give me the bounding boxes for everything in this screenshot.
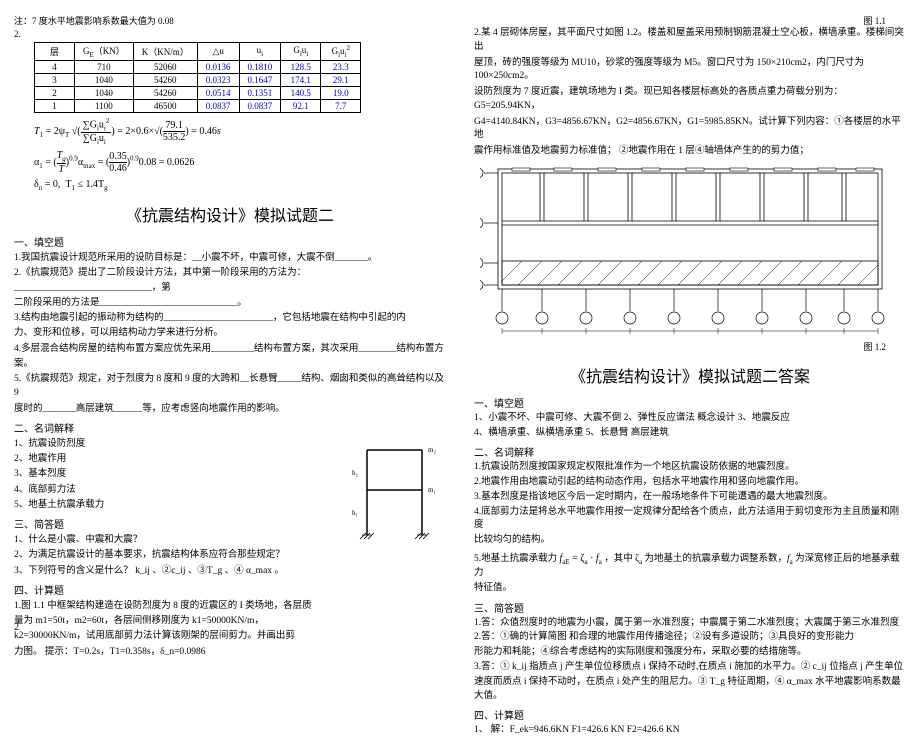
section-fill: 一、填空题 bbox=[14, 234, 446, 249]
ans-noun-item: 比较均匀的结构。 bbox=[474, 534, 906, 548]
fill-item: 4.多层混合结构房屋的结构布置方案应优先采用_________结构布置方案，其次… bbox=[14, 342, 446, 356]
section-noun: 二、名词解释 bbox=[14, 420, 446, 435]
calc-item: 1.图 1.1 中框架结构建造在设防烈度为 8 度的近震区的 I 类场地，各层质 bbox=[14, 599, 334, 613]
ans-short-item: 形能力和耗能；④综合考虑结构的实际刚度和强度分布，采取必要的结措施等。 bbox=[474, 646, 906, 660]
problem-para-4: G4=4140.84KN，G3=4856.67KN，G2=4856.67KN，G… bbox=[474, 116, 906, 144]
note-line: 注：7 度水平地震影响系数最大值为 0.08 bbox=[14, 14, 446, 27]
table-header: 层 bbox=[35, 43, 75, 61]
table-cell: 1040 bbox=[75, 73, 134, 86]
ans-noun-item: 1.抗震设防烈度按国家规定权限批准作为一个地区抗震设防依据的地震烈度。 bbox=[474, 461, 906, 475]
problem-para-2: 屋顶，砖的强度等级为 MU10，砂浆的强度等级为 M5。窗口尺寸为 150×21… bbox=[474, 57, 906, 85]
table-cell: 46500 bbox=[133, 99, 197, 112]
table-row: 21040542600.05140.1351140.519.0 bbox=[35, 86, 361, 99]
ans-formula-5: 5.地基土抗震承载力 faE = ζa · fa ，其中 ζa 为地基土的抗震承… bbox=[474, 552, 906, 581]
fill-item: 1.我国抗震设计规范所采用的设防目标是：__小震不坏，中震可修，大震不倒____… bbox=[14, 251, 446, 265]
problem-para-5: 震作用标准值及地震剪力标准值； ②地震作用在 1 层④轴墙体产生的的剪力值； bbox=[474, 145, 906, 159]
fill-item: 度时的_______高层建筑______等，应考虑竖向地震作用的影响。 bbox=[14, 402, 446, 416]
svg-text:m₂: m₂ bbox=[428, 446, 436, 454]
exam-title-2: 《抗震结构设计》模拟试题二 bbox=[14, 202, 446, 226]
ans-short-item: 速度而质点 i 保持不动时，在质点 i 处产生的阻尼力。③ T_g 特征周期，④… bbox=[474, 676, 906, 704]
table-cell: 128.5 bbox=[281, 60, 321, 73]
calc-item: 力图。 提示：T=0.2s，T1=0.358s，δ_n=0.0986 bbox=[14, 645, 334, 659]
table-cell: 1100 bbox=[75, 99, 134, 112]
table-row: 31040542600.03230.1647174.129.1 bbox=[35, 73, 361, 86]
table-cell: 0.1810 bbox=[239, 60, 281, 73]
formula-a1: α1 = (TgT)0.9αmax = (0.350.46)0.90.08 = … bbox=[34, 150, 446, 175]
table-header: ui bbox=[239, 43, 281, 61]
table-cell: 54260 bbox=[133, 86, 197, 99]
ans-short-item: 3.答：① k_ij 指质点 j 产生单位位移质点 i 保持不动时,在质点 i … bbox=[474, 661, 906, 675]
ans-noun-head: 二、名词解释 bbox=[474, 444, 906, 459]
page-number: 2 bbox=[14, 622, 19, 633]
table-cell: 23.3 bbox=[321, 60, 361, 73]
table-cell: 710 bbox=[75, 60, 134, 73]
fill-item: 二阶段采用的方法是_____________________________。 bbox=[14, 296, 446, 310]
table-cell: 52060 bbox=[133, 60, 197, 73]
table-cell: 0.1647 bbox=[239, 73, 281, 86]
ans-noun-item: 3.基本烈度是指该地区今后一定时期内，在一般场地条件下可能遭遇的最大地震烈度。 bbox=[474, 491, 906, 505]
short-item: 3、下列符号的含义是什么？ k_ij 、②c_ij 、③T_g 、④ α_max… bbox=[14, 564, 446, 578]
table-cell: 3 bbox=[35, 73, 75, 86]
table-header: GE（KN） bbox=[75, 43, 134, 61]
data-table: 层GE（KN）K（KN/m）△uuiGiuiGiui2 4710520600.0… bbox=[34, 42, 361, 113]
table-cell: 0.0837 bbox=[197, 99, 239, 112]
table-cell: 140.5 bbox=[281, 86, 321, 99]
fig-1-1-label: 图 1.1 bbox=[474, 14, 886, 27]
table-row: 11100465000.08370.083792.17.7 bbox=[35, 99, 361, 112]
short-item: 2、为满足抗震设计的基本要求，抗震结构体系应符合那些规定？ bbox=[14, 548, 446, 562]
answer-title: 《抗震结构设计》模拟试题二答案 bbox=[474, 363, 906, 387]
table-cell: 0.1351 bbox=[239, 86, 281, 99]
formula-t1: T1 = 2ψT √(∑Giui2∑Giui) = 2×0.6×√(79.153… bbox=[34, 117, 446, 146]
section-calc: 四、计算题 bbox=[14, 582, 446, 597]
ans-calc-line: 1、 解：F_ek=946.6KN F1=426.6 KN F2=426.6 K… bbox=[474, 724, 906, 738]
fill-item: 3.结构由地震引起的振动称为结构的_______________________… bbox=[14, 311, 446, 325]
calc-item: 量为 m1=50t，m2=60t，各层间侧移刚度为 k1=50000KN/m， bbox=[14, 614, 334, 628]
ans-formula-5b: 特征值。 bbox=[474, 582, 906, 596]
ans-fill-item: 1、小震不坏、中震可修、大震不倒 2、弹性反应谱法 概念设计 3、地震反应 bbox=[474, 412, 906, 426]
frame-figure: h₂ h₁ m₂ m₁ bbox=[352, 440, 442, 540]
table-cell: 29.1 bbox=[321, 73, 361, 86]
fill-item: 5.《抗震规范》规定，对于烈度为 8 度和 9 度的大跨和__长悬臂_____结… bbox=[14, 372, 446, 401]
table-header: K（KN/m） bbox=[133, 43, 197, 61]
table-cell: 0.0837 bbox=[239, 99, 281, 112]
ans-noun-item: 2.地震作用由地震动引起的结构动态作用，包括水平地震作用和竖向地震作用。 bbox=[474, 476, 906, 490]
ans-short-head: 三、简答题 bbox=[474, 600, 906, 615]
building-plan-figure bbox=[480, 163, 900, 338]
problem-para-1: 2.某 4 层砌体房屋，其平面尺寸如图 1.2。楼盖和屋盖采用预制钢筋混凝土空心… bbox=[474, 27, 906, 55]
table-cell: 1040 bbox=[75, 86, 134, 99]
table-cell: 92.1 bbox=[281, 99, 321, 112]
ans-fill-head: 一、填空题 bbox=[474, 395, 906, 410]
table-header: Giui2 bbox=[321, 43, 361, 61]
table-row: 4710520600.01360.1810128.523.3 bbox=[35, 60, 361, 73]
table-header: Giui bbox=[281, 43, 321, 61]
table-cell: 7.7 bbox=[321, 99, 361, 112]
table-cell: 0.0136 bbox=[197, 60, 239, 73]
ans-short-item: 1.答：众值烈度时的地震为小震，属于第一水准烈度；中震属于第二水准烈度；大震属于… bbox=[474, 617, 906, 631]
ans-noun-item: 4.底部剪力法是将总水平地震作用按一定规律分配给各个质点，此方法适用于剪切变形为… bbox=[474, 506, 906, 534]
svg-text:h₁: h₁ bbox=[352, 509, 358, 517]
table-cell: 174.1 bbox=[281, 73, 321, 86]
table-header: △u bbox=[197, 43, 239, 61]
table-cell: 0.0323 bbox=[197, 73, 239, 86]
table-cell: 54260 bbox=[133, 73, 197, 86]
svg-text:m₁: m₁ bbox=[428, 486, 436, 494]
q-number-2: 2. bbox=[14, 29, 446, 39]
fill-item: 案。 bbox=[14, 357, 446, 371]
fill-item: 2.《抗震规范》提出了二阶段设计方法，其中第一阶段采用的方法为：________… bbox=[14, 266, 446, 295]
ans-short-item: 2.答：①确的计算简图 和合理的地震作用传播途径；②设有多道设防；③具良好的变形… bbox=[474, 631, 906, 645]
ans-fill-item: 4、横墙承重、纵横墙承重 5、长悬臂 高层建筑 bbox=[474, 427, 906, 441]
table-cell: 19.0 bbox=[321, 86, 361, 99]
formula-delta: δn = 0, T1 ≤ 1.4Tg bbox=[34, 179, 446, 192]
table-cell: 1 bbox=[35, 99, 75, 112]
table-cell: 2 bbox=[35, 86, 75, 99]
ans-calc-head: 四、计算题 bbox=[474, 707, 906, 722]
problem-para-3: 设防烈度为 7 度近震，建筑场地为 I 类。现已知各楼层标高处的各质点重力荷载分… bbox=[474, 86, 906, 114]
table-cell: 0.0514 bbox=[197, 86, 239, 99]
fill-item: 力、变形和位移，可以用结构动力学来进行分析。 bbox=[14, 326, 446, 340]
svg-text:h₂: h₂ bbox=[352, 469, 359, 477]
fig-1-2-label: 图 1.2 bbox=[474, 340, 886, 353]
table-cell: 4 bbox=[35, 60, 75, 73]
